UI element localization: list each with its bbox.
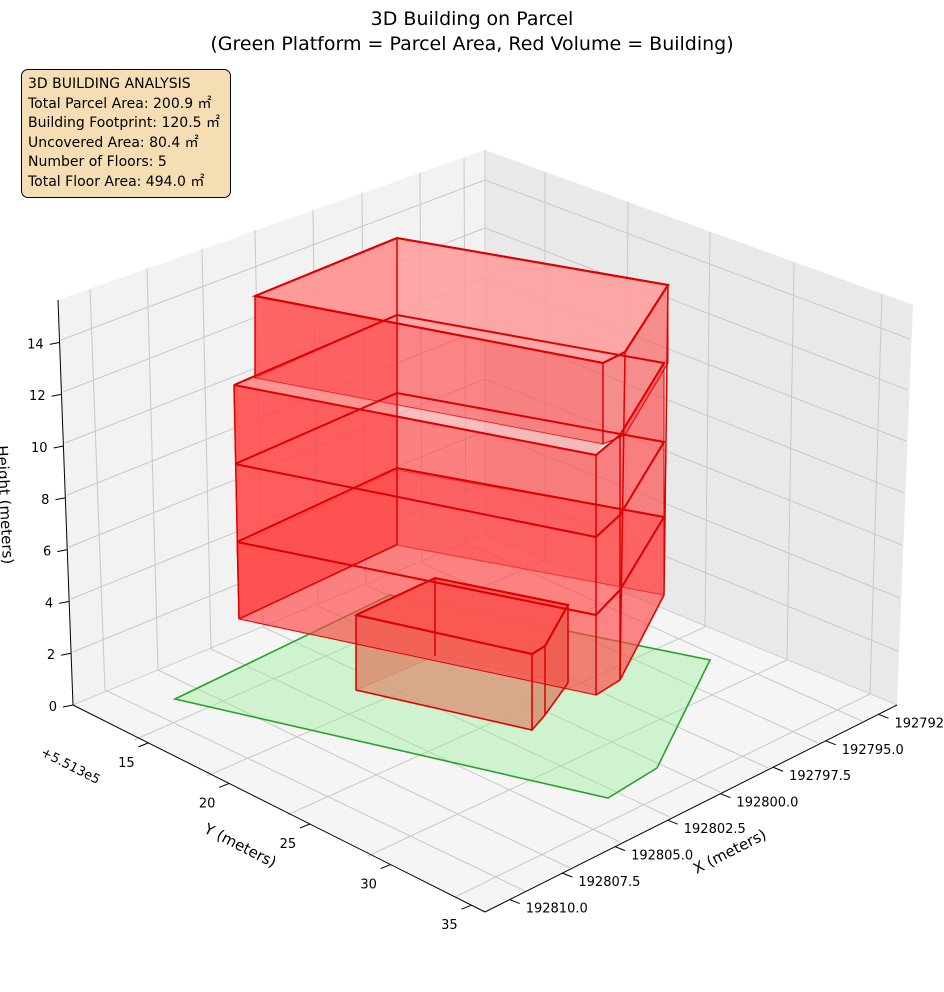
y-tick-label: 25 <box>280 837 297 852</box>
y-tick-label: 20 <box>199 796 216 811</box>
x-tick-mark <box>825 740 836 746</box>
z-ticks: 0 2 4 6 8 10 12 14 <box>27 337 74 715</box>
y-axis-label: Y (meters) <box>200 819 279 871</box>
chart-title-line2: (Green Platform = Parcel Area, Red Volum… <box>210 33 733 55</box>
y-tick-mark <box>461 904 472 910</box>
info-uncovered: Uncovered Area: 80.4 ㎡ <box>28 134 199 151</box>
x-tick-label: 192795.0 <box>842 743 904 758</box>
grid-line <box>60 179 486 341</box>
floor-outlines <box>233 236 670 656</box>
floor-outline <box>236 466 666 617</box>
x-ticks: 192792.5 192795.0 192797.5 192800.0 192802.5… <box>509 713 944 917</box>
building-edge <box>663 284 669 596</box>
analysis-info-box: 3D BUILDING ANALYSIS Total Parcel Area: … <box>21 69 231 198</box>
z-tick-label: 2 <box>47 648 55 663</box>
x-tick-mark <box>667 819 678 825</box>
grid-line <box>262 626 671 818</box>
z-tick-label: 0 <box>49 700 57 715</box>
grid-line <box>157 669 571 869</box>
x-tick-label: 192807.5 <box>578 875 640 890</box>
z-tick-label: 12 <box>29 389 46 404</box>
x-tick-label: 192792.5 <box>894 716 944 731</box>
grid-line <box>201 248 212 650</box>
y-tick-label: 35 <box>441 918 458 933</box>
building-edge <box>531 714 546 731</box>
grid-line <box>484 227 909 391</box>
z-tick-mark <box>55 497 66 501</box>
z-tick-mark <box>51 393 62 397</box>
x-tick-mark <box>772 766 784 772</box>
z-tick-mark <box>61 652 72 656</box>
y-tick-mark <box>299 823 311 829</box>
building-edge <box>238 544 397 620</box>
z-tick-label: 14 <box>27 337 44 352</box>
building-edges <box>233 238 669 731</box>
y-tick-mark <box>218 782 230 788</box>
chart-title-line1: 3D Building on Parcel <box>371 8 574 30</box>
info-footprint: Building Footprint: 120.5 ㎡ <box>28 115 221 132</box>
grid-line <box>367 659 788 857</box>
building-edge <box>544 682 569 716</box>
grid-line <box>484 179 911 340</box>
grid-line <box>704 231 711 628</box>
z-tick-label: 8 <box>41 493 49 508</box>
z-tick-mark <box>59 600 70 604</box>
z-axis-label: Height (meters) <box>0 445 17 565</box>
y-axis-line <box>72 704 486 913</box>
grid-line <box>454 693 871 898</box>
z-tick-mark <box>49 341 60 345</box>
floor-outline <box>254 236 670 365</box>
x-tick-label: 192797.5 <box>789 769 851 784</box>
building-edge <box>355 689 533 731</box>
z-tick-label: 10 <box>31 441 48 456</box>
grid-line <box>786 261 795 661</box>
x-tick-label: 192810.0 <box>526 902 588 917</box>
x-tick-label: 192802.5 <box>684 822 746 837</box>
floor-slab <box>234 378 603 455</box>
floor-pane <box>73 535 897 912</box>
y-tick-label: 30 <box>360 878 377 893</box>
grid-line <box>89 288 106 691</box>
z-tick-mark <box>53 445 64 449</box>
y-offset-label: +5.513e5 <box>38 745 102 788</box>
x-tick-label: 192805.0 <box>631 849 693 864</box>
info-floors: Number of Floors: 5 <box>28 154 167 171</box>
grid-line <box>869 293 883 695</box>
y-tick-mark <box>380 864 391 870</box>
info-floor-area: Total Floor Area: 494.0 ㎡ <box>28 173 205 190</box>
z-axis-line <box>57 299 74 706</box>
z-tick-label: 6 <box>43 545 51 560</box>
z-tick-mark <box>57 549 68 553</box>
x-tick-mark <box>878 713 889 719</box>
y-ticks: 15 20 25 30 35 <box>118 742 472 933</box>
x-tick-mark <box>562 872 573 878</box>
x-axis-line <box>484 704 898 913</box>
z-tick-label: 4 <box>45 596 53 611</box>
x-tick-label: 192800.0 <box>736 796 798 811</box>
building-edge <box>233 384 240 620</box>
building-edge <box>619 351 626 681</box>
floor-outline <box>355 576 570 656</box>
floor-outline <box>233 313 666 457</box>
y-tick-label: 15 <box>118 756 135 771</box>
floor-outline <box>234 391 666 539</box>
grid-line <box>104 689 526 892</box>
z-tick-mark <box>62 704 74 708</box>
x-tick-mark <box>509 899 520 905</box>
info-parcel-area: Total Parcel Area: 200.9 ㎡ <box>28 95 212 112</box>
z-axis: 0 2 4 6 8 10 12 14 Height (meters) <box>0 299 74 715</box>
grid-line <box>146 267 159 671</box>
building-edge <box>595 679 621 696</box>
grid-line <box>210 648 621 843</box>
x-tick-mark <box>614 846 626 852</box>
x-tick-mark <box>720 793 731 799</box>
building-edge <box>619 594 665 681</box>
y-tick-mark <box>138 742 149 748</box>
building-main-volume <box>233 236 670 696</box>
info-heading: 3D BUILDING ANALYSIS <box>28 76 191 92</box>
